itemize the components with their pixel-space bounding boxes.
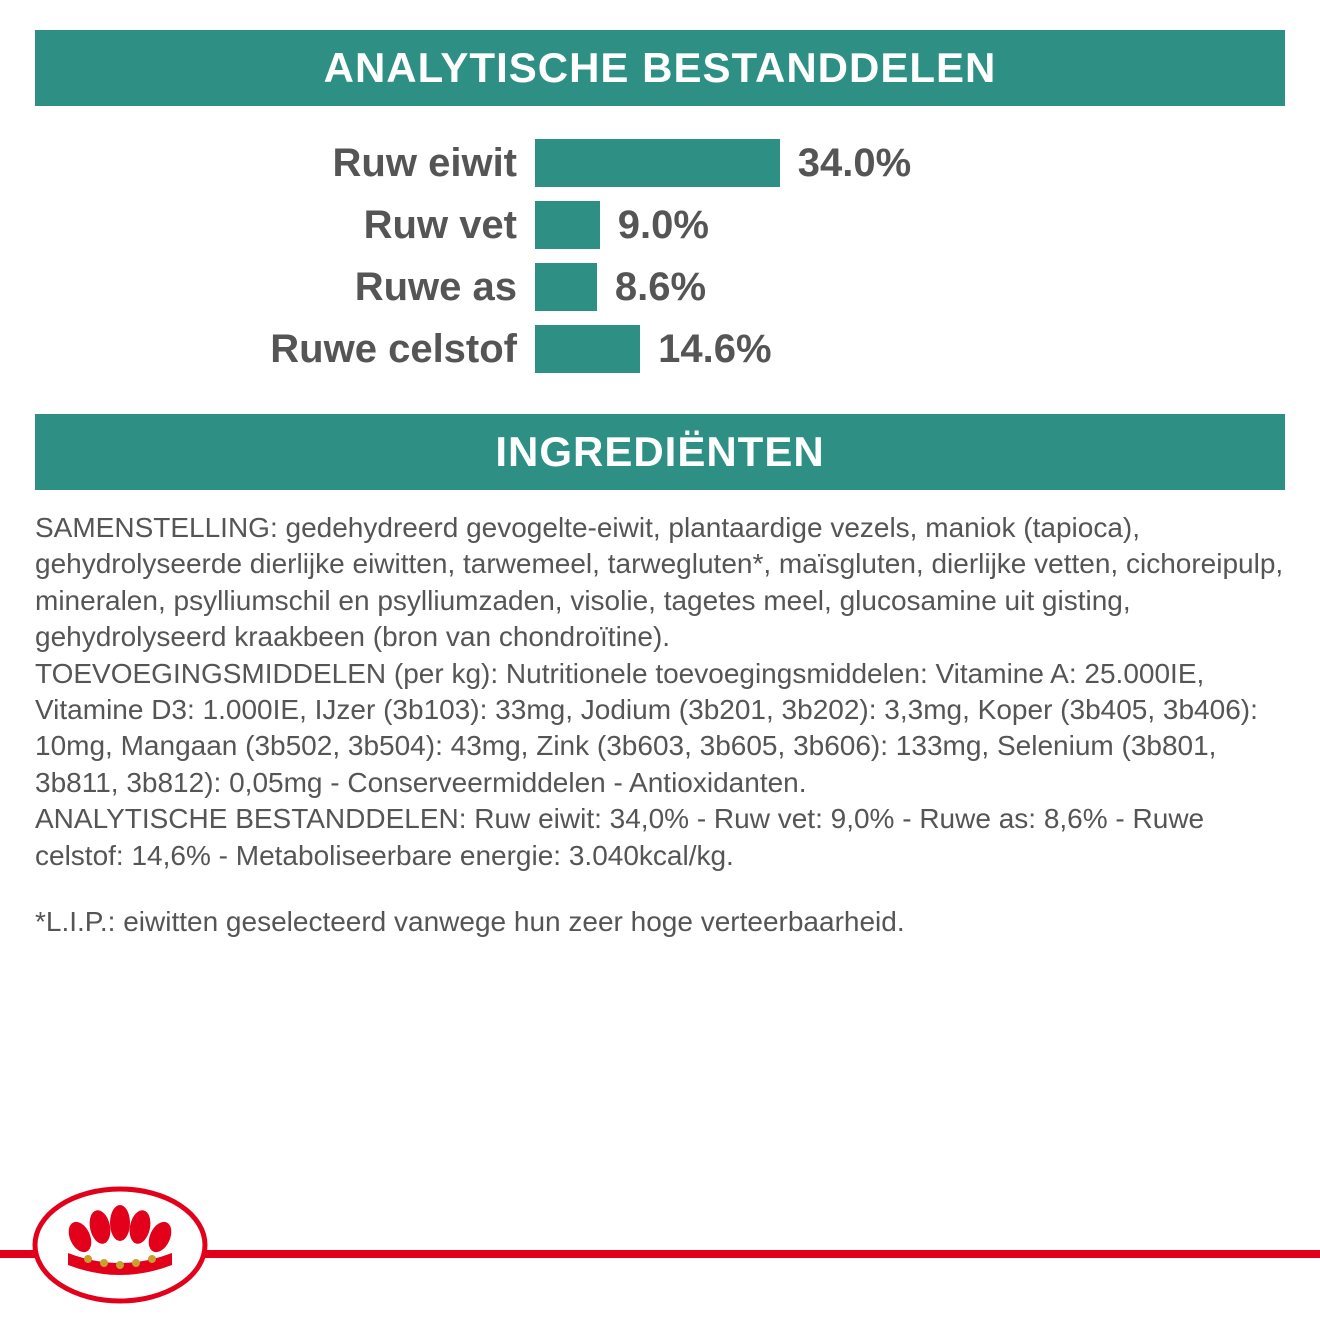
chart-label: Ruw eiwit <box>35 141 535 186</box>
chart-row: Ruw eiwit 34.0% <box>35 136 1285 190</box>
chart-label: Ruwe celstof <box>35 327 535 372</box>
ingredients-footnote: *L.I.P.: eiwitten geselecteerd vanwege h… <box>35 904 1285 940</box>
page-content: ANALYTISCHE BESTANDDELEN Ruw eiwit 34.0%… <box>0 0 1320 940</box>
chart-value: 34.0% <box>780 141 911 186</box>
ingredients-text: SAMENSTELLING: gedehydreerd gevogelte-ei… <box>35 490 1285 940</box>
footer <box>0 1170 1320 1320</box>
chart-value: 9.0% <box>600 203 709 248</box>
chart-bar-wrap: 34.0% <box>535 139 1285 187</box>
ingredients-para: ANALYTISCHE BESTANDDELEN: Ruw eiwit: 34,… <box>35 801 1285 874</box>
chart-bar <box>535 263 597 311</box>
ingredients-para: TOEVOEGINGSMIDDELEN (per kg): Nutritione… <box>35 656 1285 802</box>
analytical-header: ANALYTISCHE BESTANDDELEN <box>35 30 1285 106</box>
chart-bar-wrap: 9.0% <box>535 201 1285 249</box>
chart-row: Ruw vet 9.0% <box>35 198 1285 252</box>
chart-bar-wrap: 14.6% <box>535 325 1285 373</box>
chart-value: 14.6% <box>640 327 771 372</box>
chart-row: Ruwe celstof 14.6% <box>35 322 1285 376</box>
chart-bar-wrap: 8.6% <box>535 263 1285 311</box>
crown-logo-icon <box>30 1185 210 1305</box>
ingredients-para: SAMENSTELLING: gedehydreerd gevogelte-ei… <box>35 510 1285 656</box>
chart-label: Ruwe as <box>35 265 535 310</box>
chart-label: Ruw vet <box>35 203 535 248</box>
chart-bar <box>535 139 780 187</box>
chart-row: Ruwe as 8.6% <box>35 260 1285 314</box>
chart-value: 8.6% <box>597 265 706 310</box>
chart-bar <box>535 325 640 373</box>
analytical-chart: Ruw eiwit 34.0% Ruw vet 9.0% Ruwe as 8.6… <box>35 106 1285 414</box>
ingredients-header: INGREDIËNTEN <box>35 414 1285 490</box>
chart-bar <box>535 201 600 249</box>
